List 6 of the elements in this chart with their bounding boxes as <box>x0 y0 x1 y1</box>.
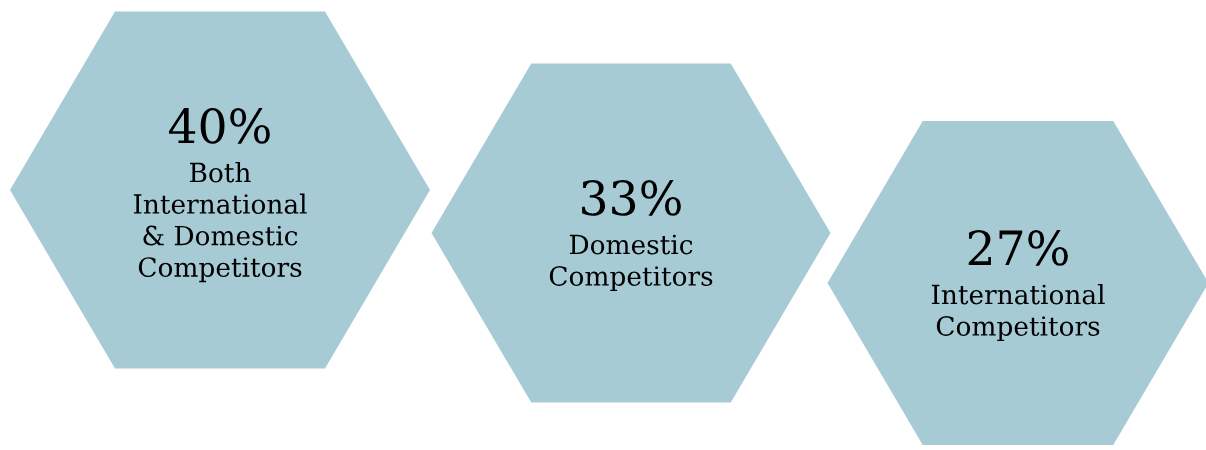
category-label: Domestic Competitors <box>549 234 713 292</box>
category-label: Both International & Domestic Competitors <box>133 162 307 283</box>
category-label: International Competitors <box>931 284 1105 342</box>
data-label: 33% <box>582 179 681 216</box>
data-label: 40% <box>168 107 270 144</box>
data-label: 27% <box>968 229 1068 266</box>
